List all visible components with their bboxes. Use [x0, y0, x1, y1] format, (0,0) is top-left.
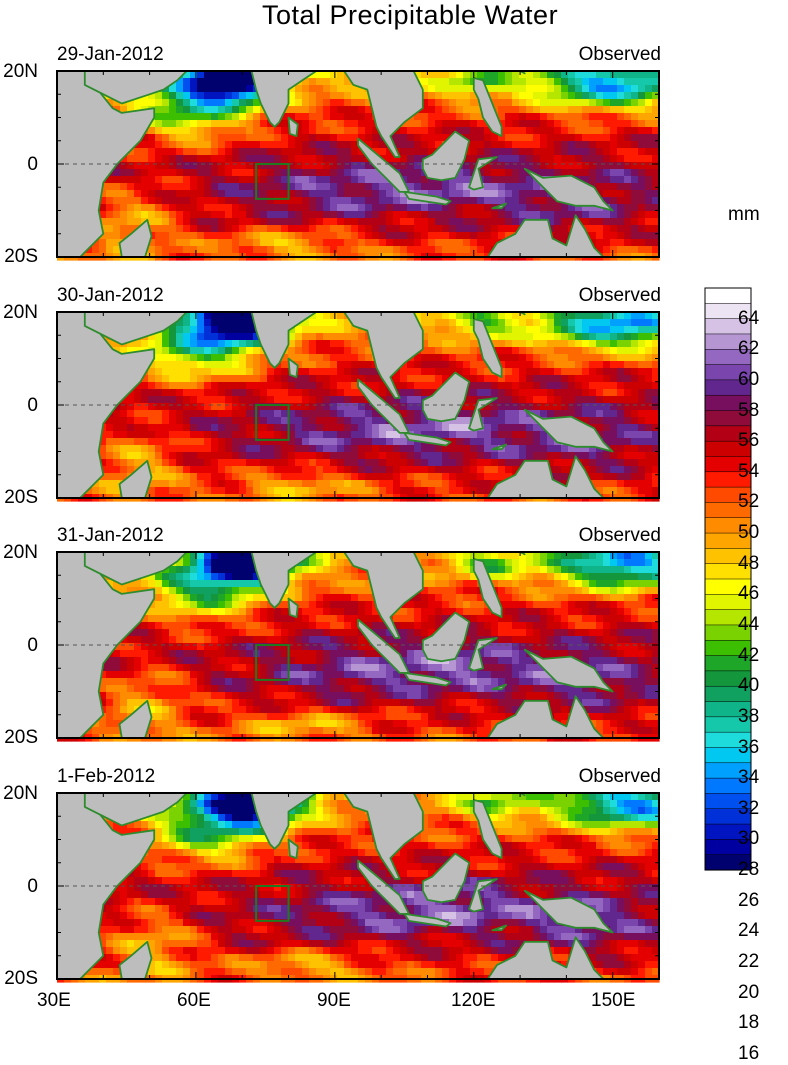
colorbar-label: 16 [738, 1043, 759, 1065]
panel-3-lat-20s: 20S [0, 727, 38, 749]
figure-title: Total Precipitable Water [0, 0, 788, 31]
colorbar-label: 26 [738, 890, 759, 912]
colorbar-label: 22 [738, 951, 759, 973]
panel-4-date: 1-Feb-2012 [57, 766, 155, 788]
panel-2-observed-label: Observed [520, 285, 661, 307]
panel-2-map [57, 312, 659, 498]
colorbar-label: 58 [738, 400, 759, 422]
colorbar-label: 32 [738, 798, 759, 820]
colorbar-label: 44 [738, 614, 759, 636]
colorbar-label: 46 [738, 583, 759, 605]
panel-2-lat-0: 0 [0, 395, 38, 417]
panel-1-observed-label: Observed [520, 44, 661, 66]
panel-4-lat-20n: 20N [0, 783, 38, 805]
colorbar-label: 30 [738, 828, 759, 850]
panel-2-lat-20s: 20S [0, 487, 38, 509]
colorbar-label: 54 [738, 461, 759, 483]
panel-3-observed-label: Observed [520, 525, 661, 547]
panel-2-lat-20n: 20N [0, 302, 38, 324]
panel-2-date: 30-Jan-2012 [57, 285, 164, 307]
colorbar-label: 34 [738, 767, 759, 789]
colorbar-label: 50 [738, 522, 759, 544]
colorbar-label: 48 [738, 553, 759, 575]
colorbar-label: 52 [738, 491, 759, 513]
colorbar-label: 28 [738, 859, 759, 881]
panel-3-date: 31-Jan-2012 [57, 525, 164, 547]
panel-3-lat-20n: 20N [0, 542, 38, 564]
panel-1-date: 29-Jan-2012 [57, 44, 164, 66]
panel-1-lat-0: 0 [0, 154, 38, 176]
colorbar-label: 38 [738, 706, 759, 728]
panel-1-lat-20n: 20N [0, 61, 38, 83]
lon-label-120e: 120E [451, 990, 495, 1012]
panel-4-lat-0: 0 [0, 876, 38, 898]
colorbar-swatch [705, 288, 751, 304]
colorbar-units: mm [728, 204, 760, 226]
panel-3-lat-0: 0 [0, 635, 38, 657]
lon-label-30e: 30E [37, 990, 71, 1012]
colorbar-label: 24 [738, 920, 759, 942]
colorbar-label: 20 [738, 982, 759, 1004]
colorbar-label: 42 [738, 645, 759, 667]
panel-4-map [57, 793, 659, 979]
panel-1-map [57, 71, 659, 257]
panel-4-observed-label: Observed [520, 766, 661, 788]
lon-label-90e: 90E [317, 990, 351, 1012]
colorbar-label: 56 [738, 430, 759, 452]
lon-label-60e: 60E [177, 990, 211, 1012]
colorbar-label: 36 [738, 737, 759, 759]
colorbar-label: 64 [738, 308, 759, 330]
panel-1-lat-20s: 20S [0, 246, 38, 268]
colorbar-label: 60 [738, 369, 759, 391]
lon-label-150e: 150E [591, 990, 635, 1012]
colorbar-label: 40 [738, 675, 759, 697]
colorbar-label: 62 [738, 338, 759, 360]
colorbar-label: 18 [738, 1012, 759, 1034]
panel-4-lat-20s: 20S [0, 968, 38, 990]
panel-3-map [57, 552, 659, 738]
